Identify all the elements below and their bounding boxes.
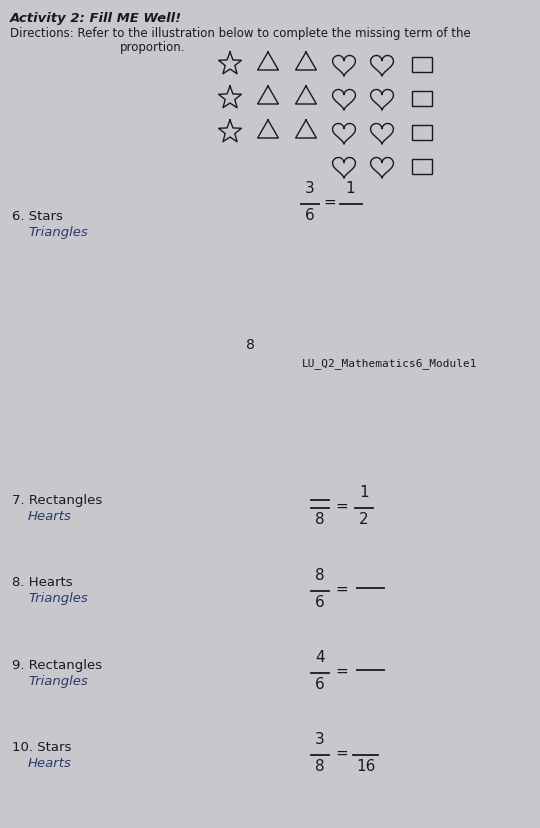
Text: 8: 8 (315, 567, 325, 582)
Text: LU_Q2_Mathematics6_Module1: LU_Q2_Mathematics6_Module1 (302, 358, 478, 368)
Text: Triangles: Triangles (28, 591, 87, 604)
Text: 3: 3 (315, 731, 325, 746)
Bar (412, 125, 432, 140)
Text: 3: 3 (305, 181, 315, 195)
Text: 6. Stars: 6. Stars (12, 209, 63, 223)
Text: 16: 16 (356, 758, 376, 773)
Text: =: = (336, 662, 348, 677)
Text: Activity 2: Fill ME Well!: Activity 2: Fill ME Well! (10, 12, 182, 25)
Bar (412, 91, 432, 106)
Text: =: = (323, 195, 336, 209)
Bar (412, 159, 432, 174)
Text: 10. Stars: 10. Stars (12, 740, 71, 753)
Text: 6: 6 (315, 676, 325, 691)
Text: 6: 6 (305, 208, 315, 223)
Text: =: = (336, 744, 348, 759)
Text: Directions: Refer to the illustration below to complete the missing term of the: Directions: Refer to the illustration be… (10, 27, 471, 40)
Text: Hearts: Hearts (28, 509, 72, 522)
Text: Triangles: Triangles (28, 674, 87, 687)
Text: 8: 8 (246, 338, 254, 352)
Text: Hearts: Hearts (28, 756, 72, 769)
Text: 9. Rectangles: 9. Rectangles (12, 658, 102, 672)
Text: 6: 6 (315, 595, 325, 609)
Text: 4: 4 (315, 649, 325, 664)
Text: 8. Hearts: 8. Hearts (12, 575, 72, 588)
Text: =: = (336, 580, 348, 596)
Text: Triangles: Triangles (28, 226, 87, 238)
Text: 8: 8 (315, 512, 325, 527)
Text: 7. Rectangles: 7. Rectangles (12, 493, 102, 507)
Text: =: = (336, 498, 348, 513)
Bar (412, 57, 432, 72)
Text: proportion.: proportion. (120, 41, 186, 54)
Text: 8: 8 (315, 758, 325, 773)
Text: 2: 2 (359, 512, 369, 527)
Text: 1: 1 (345, 181, 355, 195)
Text: 1: 1 (359, 484, 369, 499)
